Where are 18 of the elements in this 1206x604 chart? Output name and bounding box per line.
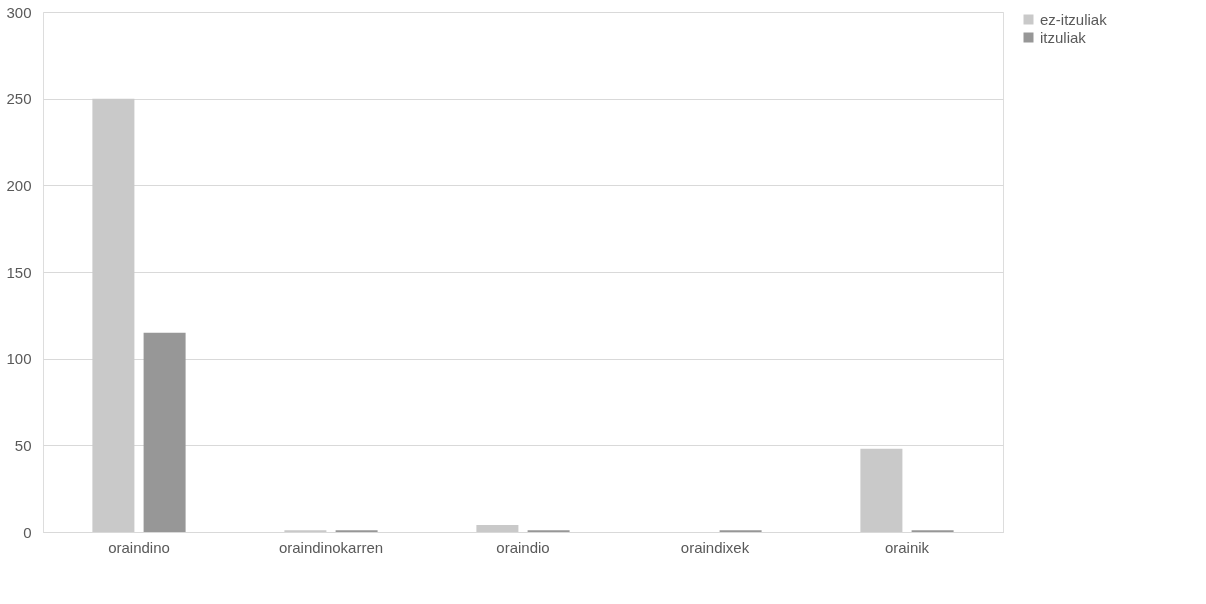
- y-tick-label: 200: [6, 176, 32, 194]
- y-tick-label: 250: [6, 90, 32, 108]
- bar: [476, 525, 519, 532]
- x-tick-label: oraindino: [108, 538, 170, 556]
- bar: [143, 332, 186, 532]
- y-tick-label: 100: [6, 350, 32, 368]
- y-tick-label: 50: [14, 436, 32, 454]
- legend-label: ez-itzuliak: [1040, 10, 1108, 28]
- x-tick-label: oraindio: [496, 538, 550, 556]
- y-tick-label: 0: [23, 523, 32, 541]
- bar: [860, 448, 903, 532]
- bar: [92, 98, 135, 532]
- y-tick-label: 150: [6, 263, 32, 281]
- legend-label: itzuliak: [1040, 28, 1087, 46]
- x-tick-label: oraindixek: [680, 538, 750, 556]
- x-tick-label: orainik: [884, 538, 930, 556]
- x-tick-label: oraindinokarren: [278, 538, 384, 556]
- y-tick-label: 300: [6, 3, 32, 21]
